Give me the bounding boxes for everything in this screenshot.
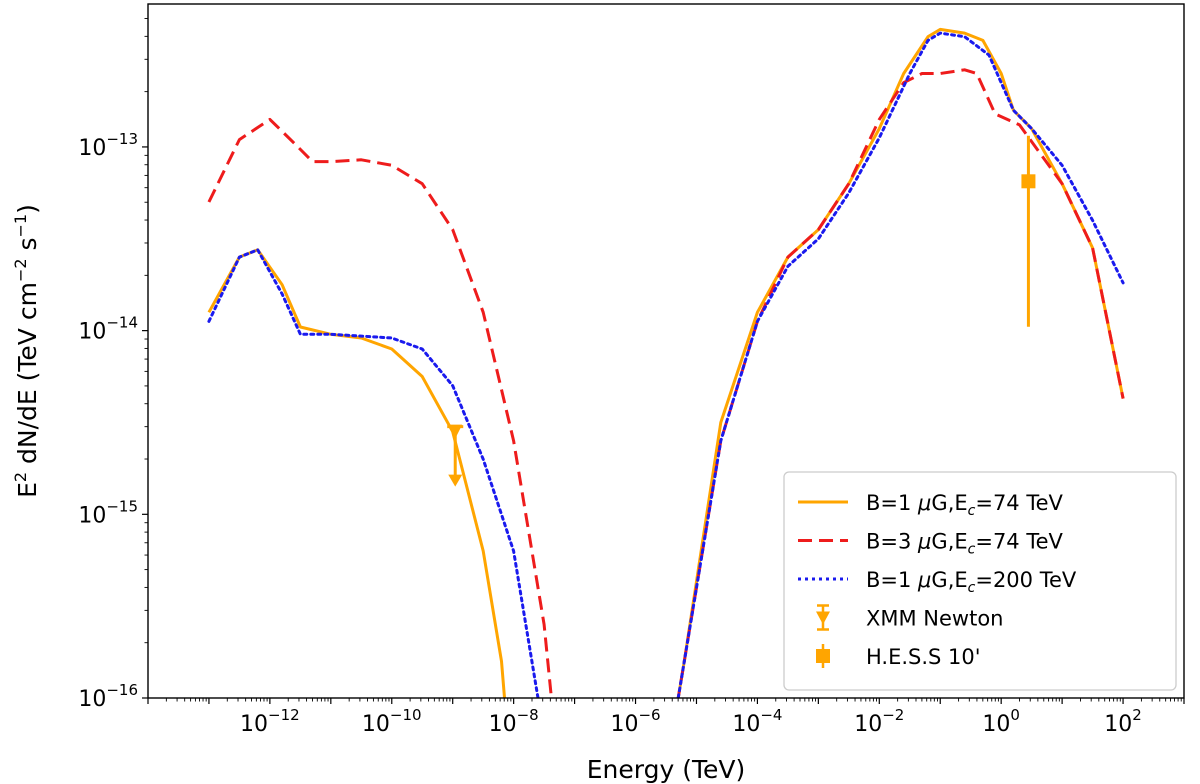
x-axis: 10−12 10−10 10−8 10−6 10−4 10−2 100 102 — [147, 698, 1185, 737]
data-point-hess — [1021, 135, 1036, 327]
x-tick-label: 10−10 — [362, 706, 422, 737]
legend-label: B=3 μG,Ec=74 TeV — [866, 530, 1064, 558]
legend-label: B=1 μG,Ec=200 TeV — [866, 568, 1077, 596]
series-line-2 — [207, 68, 1125, 698]
x-tick-label: 10−6 — [610, 706, 660, 737]
legend-box — [783, 471, 1177, 691]
x-tick-label: 10−2 — [854, 706, 904, 737]
x-tick-label: 10−12 — [240, 706, 300, 737]
legend-label: H.E.S.S 10' — [866, 645, 981, 669]
axes-frame — [147, 3, 1185, 699]
legend-entry-5: H.E.S.S 10' — [816, 644, 981, 669]
legend-label: B=1 μG,Ec=74 TeV — [866, 491, 1064, 519]
legend: B=1 μG,Ec=74 TeV B=3 μG,Ec=74 TeV B=1 μG,E… — [783, 471, 1177, 691]
x-tick-label: 100 — [982, 706, 1020, 737]
x-tick-label: 10−4 — [732, 706, 782, 737]
y-axis: 10−16 10−15 10−14 10−13 — [78, 18, 148, 712]
legend-entry-4: XMM Newton — [816, 604, 1004, 631]
hess-marker — [1021, 174, 1036, 189]
legend-entry-3: B=1 μG,Ec=200 TeV — [798, 568, 1077, 596]
legend-entry-1: B=1 μG,Ec=74 TeV — [798, 491, 1064, 519]
xmm-marker — [448, 424, 463, 439]
series-line-3 — [207, 31, 1125, 698]
y-tick-label: 10−15 — [78, 497, 138, 528]
legend-entry-2: B=3 μG,Ec=74 TeV — [798, 530, 1064, 558]
series-group — [207, 27, 1125, 698]
x-tick-label: 102 — [1104, 706, 1142, 737]
y-tick-label: 10−13 — [78, 130, 138, 161]
xmm-ul-arrowhead — [448, 474, 463, 487]
y-tick-label: 10−14 — [78, 314, 138, 345]
y-tick-label: 10−16 — [78, 681, 138, 712]
legend-swatch-marker — [816, 611, 830, 625]
x-tick-label: 10−8 — [489, 706, 539, 737]
data-point-xmm — [447, 424, 464, 487]
x-axis-title: Energy (TeV) — [587, 755, 745, 784]
legend-label: XMM Newton — [866, 607, 1004, 631]
legend-swatch-marker — [816, 649, 830, 663]
y-axis-title: E2 dN/dE (TeV cm−2 s−1) — [11, 204, 42, 498]
